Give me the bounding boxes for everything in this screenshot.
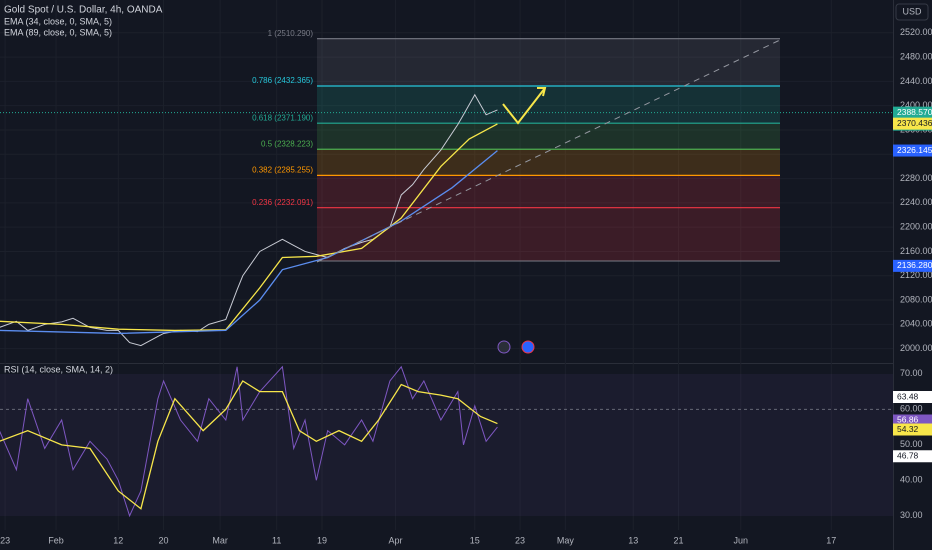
y-tick-label: 50.00	[900, 439, 923, 449]
x-tick-label: 19	[317, 535, 327, 545]
y-tick-label: 2480.000	[900, 51, 932, 61]
pane-separator	[0, 363, 893, 364]
price-label-box	[893, 414, 932, 427]
y-tick-label: 2200.000	[900, 222, 932, 232]
y-tick-label: 2040.000	[900, 319, 932, 329]
forecast-arrow	[502, 87, 546, 125]
fib-label: 1 (2510.290)	[268, 29, 314, 38]
x-tick-label: 15	[470, 535, 480, 545]
price-label-box	[893, 117, 932, 130]
y-tick-label: 2400.000	[900, 100, 932, 110]
price-label-box	[893, 391, 932, 404]
y-tick-label: 2120.000	[900, 270, 932, 280]
x-tick-label: 17	[826, 535, 836, 545]
x-tick-label: Feb	[48, 535, 64, 545]
y-tick-label: 2280.000	[900, 173, 932, 183]
y-tick-label: 2440.000	[900, 76, 932, 86]
event-icon[interactable]	[497, 340, 511, 354]
x-tick-label: Jun	[734, 535, 749, 545]
projection-line	[316, 39, 781, 263]
fib-label: 0.236 (2232.091)	[252, 198, 313, 207]
currency-box[interactable]	[895, 3, 929, 21]
series-line	[0, 365, 498, 518]
y-tick-label: 2000.000	[900, 343, 932, 353]
arrow-head	[537, 87, 547, 97]
price-label: 56.86	[897, 415, 919, 425]
fib-band	[317, 123, 780, 150]
y-tick-label: 40.00	[900, 475, 923, 485]
y-tick-label: 2080.000	[900, 294, 932, 304]
y-tick-label: 2520.000	[900, 27, 932, 37]
fib-band	[317, 149, 780, 176]
series-line	[0, 123, 498, 332]
x-tick-label: 23	[515, 535, 525, 545]
legend-entry: EMA (89, close, 0, SMA, 5)	[4, 27, 112, 37]
series-line	[0, 93, 498, 347]
fib-band	[317, 86, 780, 124]
fib-label: 0.5 (2328.223)	[261, 139, 313, 148]
y-tick-label: 30.00	[900, 510, 923, 520]
fib-label: 0.786 (2432.365)	[252, 76, 313, 85]
flag-icon[interactable]	[521, 340, 535, 354]
axis-border	[893, 0, 894, 550]
rsi-band	[0, 374, 893, 516]
price-label-box	[893, 144, 932, 157]
currency[interactable]: USD	[902, 6, 922, 16]
x-tick-label: 11	[272, 535, 281, 545]
fib-band	[317, 175, 780, 208]
price-label: 2326.145	[897, 145, 932, 155]
fib-band	[317, 207, 780, 261]
x-tick-label: 12	[113, 535, 123, 545]
price-label-box	[893, 450, 932, 463]
x-tick-label: 21	[674, 535, 684, 545]
price-label: 54.32	[897, 424, 919, 434]
price-label: 63.48	[897, 391, 919, 401]
rsi-title: RSI (14, close, SMA, 14, 2)	[4, 364, 113, 374]
x-tick-label: Apr	[389, 535, 403, 545]
series-line	[0, 380, 498, 510]
x-tick-label: 13	[628, 535, 638, 545]
x-tick-label: May	[557, 535, 575, 545]
x-tick-label: Mar	[212, 535, 228, 545]
y-tick-label: 60.00	[900, 404, 923, 414]
price-label: 2370.436	[897, 118, 932, 128]
price-label-box	[893, 423, 932, 436]
plot: 1 (2510.290) 0.786 (2432.365) 0.618 (2371.…	[0, 28, 893, 518]
x-tick-label: 23	[0, 535, 10, 545]
price-label-box	[893, 259, 932, 272]
x-tick-label: 20	[159, 535, 169, 545]
legend-entry: EMA (34, close, 0, SMA, 5)	[4, 16, 112, 26]
fib-label: 0.618 (2371.190)	[252, 113, 313, 122]
series-line	[0, 150, 498, 335]
symbol-title: Gold Spot / U.S. Dollar, 4h, OANDA	[4, 5, 163, 16]
price-label: 2388.570	[897, 107, 932, 117]
price-label: 2136.280	[897, 260, 932, 270]
y-tick-label: 2160.000	[900, 246, 932, 256]
price-label: 46.78	[897, 451, 919, 461]
y-tick-label: 70.00	[900, 368, 923, 378]
fib-label: 0.382 (2285.255)	[252, 165, 313, 174]
y-tick-label: 2240.000	[900, 197, 932, 207]
fib-band	[317, 38, 780, 87]
